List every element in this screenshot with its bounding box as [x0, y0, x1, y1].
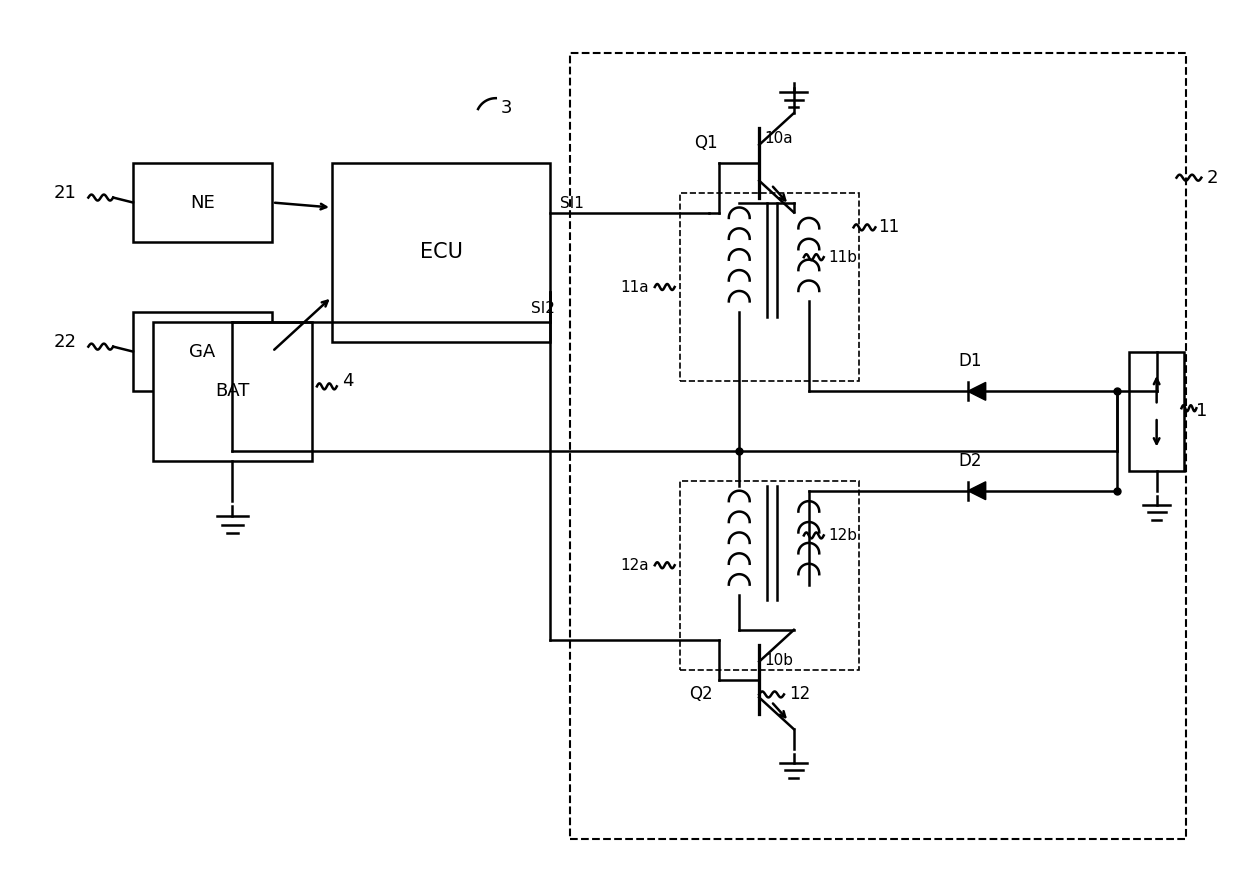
Bar — [133, 163, 273, 242]
Bar — [1130, 352, 1184, 470]
Bar — [133, 312, 273, 391]
Text: SI1: SI1 — [560, 196, 584, 211]
Text: SI2: SI2 — [531, 301, 554, 316]
Text: D1: D1 — [957, 353, 981, 371]
Text: NE: NE — [190, 193, 215, 211]
Text: 12: 12 — [789, 685, 810, 703]
Text: 11b: 11b — [828, 250, 858, 266]
Text: 2: 2 — [1207, 168, 1218, 186]
Text: 12a: 12a — [620, 559, 649, 573]
Text: Q2: Q2 — [689, 685, 713, 703]
Text: Q1: Q1 — [694, 134, 718, 151]
Bar — [680, 481, 858, 670]
Polygon shape — [967, 482, 986, 500]
Text: 21: 21 — [53, 184, 77, 201]
Text: ECU: ECU — [419, 242, 463, 262]
Text: 10b: 10b — [764, 652, 794, 667]
Text: 11: 11 — [878, 218, 900, 236]
Text: 10a: 10a — [764, 131, 792, 146]
Text: 22: 22 — [53, 332, 77, 351]
Text: 12b: 12b — [828, 528, 858, 544]
Text: GA: GA — [190, 342, 216, 361]
Text: D2: D2 — [957, 452, 981, 470]
Bar — [153, 322, 312, 461]
Text: BAT: BAT — [216, 382, 249, 400]
Text: 3: 3 — [501, 99, 512, 117]
Bar — [570, 53, 1187, 838]
Text: 1: 1 — [1197, 402, 1208, 421]
Bar — [332, 163, 551, 341]
Bar — [680, 192, 858, 381]
Polygon shape — [967, 382, 986, 400]
Text: 4: 4 — [342, 372, 353, 390]
Text: 11a: 11a — [620, 280, 649, 295]
